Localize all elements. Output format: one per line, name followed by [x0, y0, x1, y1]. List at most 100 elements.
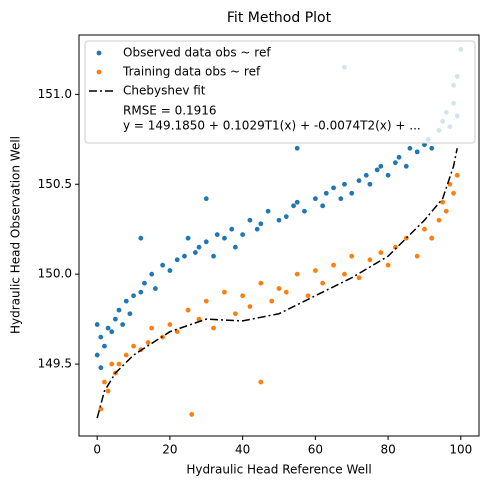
point: [407, 145, 413, 151]
point: [349, 190, 355, 196]
point: [312, 268, 318, 273]
point: [294, 271, 300, 277]
point: [185, 307, 191, 313]
point: [211, 325, 216, 331]
fit-line: [96, 148, 458, 419]
point: [98, 406, 104, 412]
x-axis-label: Hydraulic Head Reference Well: [186, 463, 371, 477]
chart-title: Fit Method Plot: [227, 10, 332, 26]
point: [185, 235, 191, 241]
y-tick-label: 150.5: [38, 177, 72, 191]
point: [222, 289, 227, 295]
point: [422, 226, 427, 232]
legend-label: Chebyshev fit: [123, 84, 206, 98]
point: [142, 280, 147, 286]
point: [240, 293, 246, 299]
point: [182, 253, 187, 259]
point: [338, 196, 344, 202]
point: [312, 196, 318, 202]
point: [232, 244, 238, 250]
point: [247, 304, 253, 309]
plot-frame: [78, 34, 480, 437]
point: [232, 311, 238, 317]
point: [269, 298, 275, 304]
point: [258, 221, 264, 227]
point: [414, 149, 420, 155]
point: [116, 307, 122, 313]
point: [192, 250, 198, 255]
point: [149, 271, 155, 277]
point: [102, 379, 107, 385]
point: [265, 208, 271, 214]
point: [367, 257, 373, 263]
point: [123, 298, 129, 304]
point: [94, 322, 100, 327]
point: [429, 235, 435, 241]
point: [320, 203, 326, 209]
point: [138, 289, 144, 295]
point: [120, 322, 126, 327]
point: [258, 280, 264, 286]
y-tick-label: 150.0: [38, 267, 72, 281]
point: [98, 365, 104, 371]
point: [211, 253, 216, 259]
point: [240, 232, 246, 238]
x-tick-label: 0: [93, 443, 101, 457]
point: [294, 145, 300, 151]
point: [447, 181, 453, 187]
point: [429, 145, 435, 151]
point: [112, 316, 118, 322]
point: [98, 334, 104, 340]
point: [152, 286, 158, 291]
point: [149, 325, 155, 331]
legend-marker: [96, 50, 102, 56]
point: [109, 329, 115, 335]
y-axis-label: Hydraulic Head Observation Well: [9, 136, 23, 334]
point: [276, 286, 282, 291]
point: [440, 199, 446, 205]
point: [127, 311, 133, 317]
point: [331, 185, 336, 191]
point: [94, 352, 100, 358]
point: [276, 217, 282, 223]
point: [378, 163, 384, 169]
point: [396, 154, 402, 160]
x-tick-label: 100: [449, 443, 472, 457]
point: [174, 329, 180, 335]
point: [131, 293, 136, 299]
point: [403, 235, 409, 241]
point: [454, 172, 460, 178]
point: [109, 361, 115, 367]
point: [203, 196, 209, 202]
point: [385, 172, 391, 178]
point: [174, 257, 180, 263]
annotation: RMSE = 0.1916: [123, 104, 217, 118]
x-tick-label: 20: [162, 443, 177, 457]
point: [323, 190, 329, 196]
point: [283, 214, 289, 220]
point: [229, 226, 235, 232]
point: [138, 235, 144, 241]
x-tick-label: 80: [380, 443, 395, 457]
point: [254, 226, 260, 232]
legend-label: Observed data obs ~ ref: [123, 46, 271, 60]
point: [342, 271, 347, 277]
point: [385, 262, 391, 268]
legend-label: Training data obs ~ ref: [122, 65, 261, 79]
point: [305, 293, 311, 299]
point: [167, 322, 173, 327]
point: [258, 379, 264, 385]
point: [116, 361, 122, 367]
point: [247, 217, 253, 223]
point: [283, 289, 289, 295]
point: [302, 208, 307, 214]
point: [105, 388, 111, 394]
point: [189, 412, 195, 417]
legend-box: [84, 40, 476, 144]
point: [342, 181, 347, 187]
point: [367, 181, 373, 187]
point: [203, 298, 209, 304]
x-tick-label: 40: [235, 443, 250, 457]
point: [167, 268, 173, 273]
point: [392, 160, 398, 166]
